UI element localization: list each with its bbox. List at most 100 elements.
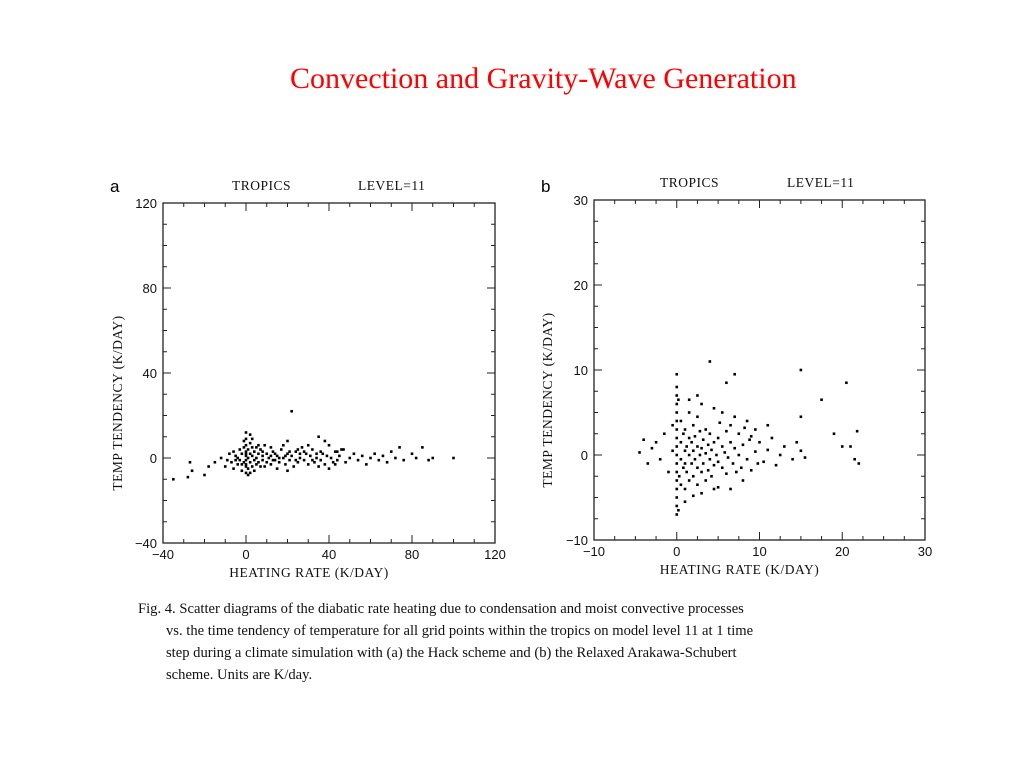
scatter-point xyxy=(296,448,300,451)
scatter-point xyxy=(855,429,859,433)
scatter-point xyxy=(729,423,732,427)
scatter-point xyxy=(190,469,194,473)
scatter-point xyxy=(716,486,720,489)
scatter-point xyxy=(236,463,239,466)
scatter-point xyxy=(302,450,306,453)
scatter-point xyxy=(726,456,730,459)
caption-line: step during a climate simulation with (a… xyxy=(166,645,737,661)
scatter-point xyxy=(718,421,722,424)
scatter-point xyxy=(248,471,252,475)
scatter-point xyxy=(687,453,691,457)
scatter-point xyxy=(236,456,239,460)
scatter-point xyxy=(733,446,736,450)
scatter-point xyxy=(675,394,679,397)
scatter-point xyxy=(650,446,654,450)
scatter-point xyxy=(333,463,337,466)
scatter-point xyxy=(250,454,254,458)
scatter-point xyxy=(704,452,708,455)
scatter-point xyxy=(783,445,786,448)
scatter-point xyxy=(242,439,246,443)
y-axis-label: TEMP TENDENCY (K/DAY) xyxy=(540,312,555,487)
scatter-point xyxy=(710,474,713,478)
scatter-point xyxy=(296,460,300,464)
scatter-point xyxy=(373,452,376,456)
x-tick-label: 80 xyxy=(405,547,419,562)
scatter-point xyxy=(246,473,250,477)
scatter-point xyxy=(687,479,691,482)
scatter-point xyxy=(333,450,337,453)
scatter-point xyxy=(712,406,716,410)
scatter-point xyxy=(255,456,258,460)
scatter-point xyxy=(381,454,385,458)
scatter-point xyxy=(690,462,693,465)
scatter-point xyxy=(253,458,256,462)
scatter-point xyxy=(294,450,298,453)
scatter-point xyxy=(675,419,679,423)
scatter-point xyxy=(340,448,343,451)
scatter-point xyxy=(311,458,314,462)
scatter-point xyxy=(677,508,680,512)
scatter-point xyxy=(427,458,430,462)
scatter-point xyxy=(675,445,679,448)
scatter-point xyxy=(723,451,727,454)
scatter-point xyxy=(690,440,693,444)
scatter-point xyxy=(675,504,679,508)
scatter-point xyxy=(265,452,269,456)
chart-title: TROPICS xyxy=(660,175,719,190)
scatter-point xyxy=(352,452,356,456)
scatter-point xyxy=(261,450,264,453)
x-tick-label: 10 xyxy=(752,544,766,559)
scatter-point xyxy=(692,423,695,427)
scatter-point xyxy=(701,438,705,441)
scatter-point xyxy=(675,411,679,414)
scatter-point xyxy=(708,360,712,363)
scatter-point xyxy=(687,411,691,414)
scatter-point xyxy=(745,457,749,461)
scatter-point xyxy=(356,458,360,462)
scatter-point xyxy=(286,439,289,443)
scatter-point xyxy=(248,460,252,464)
scatter-point xyxy=(452,456,455,460)
scatter-point xyxy=(706,469,710,472)
x-tick-label: −10 xyxy=(583,544,605,559)
scatter-point xyxy=(286,469,289,473)
scatter-point xyxy=(696,415,699,419)
scatter-point xyxy=(737,432,741,436)
caption-line: scheme. Units are K/day. xyxy=(166,667,313,683)
scatter-point xyxy=(240,452,244,456)
scatter-point xyxy=(402,458,405,462)
scatter-point xyxy=(799,368,803,372)
scatter-point xyxy=(675,428,679,431)
scatter-point xyxy=(253,469,256,473)
scatter-point xyxy=(803,456,807,459)
scatter-point xyxy=(693,457,697,461)
scatter-point xyxy=(294,458,298,462)
scatter-point xyxy=(265,460,269,464)
plot-frame xyxy=(162,202,496,544)
scatter-point xyxy=(311,448,314,451)
scatter-point xyxy=(671,449,674,453)
scatter-point xyxy=(244,458,248,462)
scatter-point xyxy=(250,446,254,449)
scatter-point xyxy=(306,463,310,466)
scatter-point xyxy=(778,453,782,457)
scatter-point xyxy=(317,465,320,468)
scatter-point xyxy=(696,445,699,448)
scatter-point xyxy=(273,452,277,456)
scatter-point xyxy=(342,448,345,451)
scatter-point xyxy=(279,448,283,451)
scatter-point xyxy=(720,445,724,448)
y-tick-label: 0 xyxy=(150,451,157,466)
scatter-point xyxy=(679,440,683,444)
scatter-point xyxy=(275,454,279,458)
scatter-point xyxy=(277,460,281,464)
scatter-point xyxy=(250,437,254,441)
scatter-point xyxy=(244,452,248,456)
scatter-point xyxy=(232,450,235,453)
scatter-point xyxy=(300,446,304,449)
scatter-point xyxy=(756,462,760,465)
scatter-point xyxy=(683,462,687,465)
scatter-point xyxy=(849,445,852,448)
scatter-point xyxy=(820,398,823,402)
scatter-point xyxy=(238,448,242,451)
